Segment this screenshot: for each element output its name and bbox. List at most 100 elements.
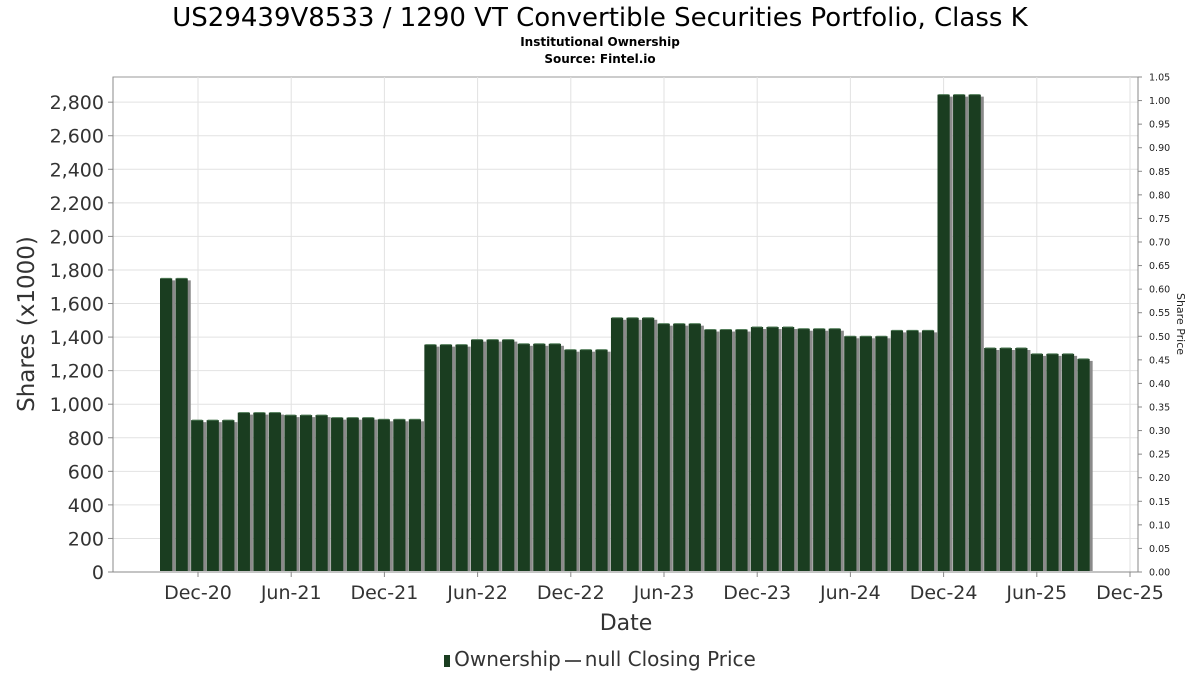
y-tick-label: 2,200 <box>50 193 104 215</box>
y2-tick-label: 0.75 <box>1149 214 1170 225</box>
ownership-bar <box>968 94 981 571</box>
y2-tick-label: 0.80 <box>1149 190 1170 201</box>
ownership-bar <box>268 412 282 571</box>
ownership-bar <box>253 412 266 571</box>
y-tick-label: 2,800 <box>50 92 104 114</box>
ownership-bar <box>875 336 888 571</box>
ownership-bar <box>999 347 1012 571</box>
y2-tick-label: 0.95 <box>1149 120 1170 131</box>
ownership-bar <box>362 417 375 571</box>
y-tick-label: 400 <box>68 495 104 517</box>
x-tick-label: Dec-21 <box>350 582 418 604</box>
y2-tick-label: 0.15 <box>1149 497 1170 508</box>
y2-tick-label: 0.20 <box>1149 473 1170 484</box>
y2-tick-label: 0.45 <box>1149 355 1170 366</box>
ownership-bar <box>750 327 764 571</box>
ownership-bar <box>782 327 795 571</box>
ownership-bar <box>579 349 593 571</box>
y2-tick-label: 0.40 <box>1149 379 1170 390</box>
ownership-bar <box>1061 353 1075 571</box>
ownership-chart: Dec-20 Jun-21 Dec-21 Jun-22 Dec-22 Jun-23 Dec-… <box>14 73 1187 637</box>
x-tick-label: Dec-24 <box>910 582 978 604</box>
y-tick-label: 1,000 <box>50 394 104 416</box>
ownership-bar <box>937 94 950 571</box>
y2-tick-label: 0.65 <box>1149 261 1170 272</box>
y2-tick-label: 0.70 <box>1149 238 1170 249</box>
ownership-bar <box>284 415 297 571</box>
x-tick-label: Dec-23 <box>723 582 791 604</box>
chart-legend: Ownership null Closing Price <box>0 647 1200 671</box>
ownership-bar <box>719 329 732 571</box>
ownership-bar <box>813 328 826 571</box>
ownership-bar <box>299 415 313 571</box>
ownership-bar <box>346 417 359 571</box>
y2-tick-label: 0.05 <box>1149 544 1170 555</box>
x-tick-label: Dec-22 <box>537 582 605 604</box>
ownership-bar <box>502 339 515 571</box>
ownership-legend-swatch <box>444 654 451 667</box>
ownership-bar <box>517 343 530 571</box>
ownership-bar <box>1077 358 1090 571</box>
ownership-bar <box>595 349 608 571</box>
x-tick-label: Dec-20 <box>164 582 232 604</box>
ownership-bar <box>1046 353 1059 571</box>
y-tick-label: 1,800 <box>50 260 104 282</box>
y2-tick-label: 0.60 <box>1149 285 1170 296</box>
ownership-bar <box>533 343 546 571</box>
y2-tick-label: 0.30 <box>1149 426 1170 437</box>
y-tick-label: 1,200 <box>50 361 104 383</box>
ownership-bar <box>921 330 935 571</box>
ownership-bar <box>548 343 561 571</box>
ownership-legend-label: Ownership <box>454 647 561 671</box>
chart-title: US29439V8533 / 1290 VT Convertible Secur… <box>172 3 1028 33</box>
ownership-bar <box>610 317 624 571</box>
x-axis-title: Date <box>600 611 653 636</box>
ownership-bar <box>688 323 701 571</box>
y2-tick-label: 0.55 <box>1149 308 1170 319</box>
ownership-bar <box>222 420 235 571</box>
y2-tick-label: 0.90 <box>1149 143 1170 154</box>
ownership-bar <box>704 329 717 571</box>
y2-tick-label: 0.25 <box>1149 450 1170 461</box>
x-tick-label: Jun-23 <box>633 582 695 604</box>
ownership-bar <box>1015 347 1028 571</box>
ownership-bar <box>175 278 188 571</box>
y-tick-label: 1,400 <box>50 327 104 349</box>
ownership-bar <box>408 419 421 571</box>
y-tick-label: 2,600 <box>50 126 104 148</box>
ownership-bar <box>160 278 173 571</box>
ownership-bar <box>735 329 748 571</box>
y2-tick-label: 0.00 <box>1149 568 1170 579</box>
ownership-bar <box>953 94 966 571</box>
y-tick-label: 0 <box>92 562 104 584</box>
y2-tick-label: 1.05 <box>1149 73 1170 84</box>
ownership-bar <box>766 327 779 571</box>
ownership-bar <box>206 420 219 571</box>
x-tick-label: Jun-25 <box>1005 582 1067 604</box>
ownership-bar <box>626 317 639 571</box>
ownership-bar <box>673 323 686 571</box>
ownership-bar <box>237 412 250 571</box>
x-tick-label: Jun-24 <box>819 582 881 604</box>
y-tick-label: 800 <box>68 428 104 450</box>
ownership-bar <box>455 344 468 571</box>
chart-source: Source: Fintel.io <box>544 52 656 66</box>
ownership-bar <box>642 317 655 571</box>
ownership-bar <box>657 323 670 571</box>
price-legend-label: null Closing Price <box>584 647 756 671</box>
ownership-bar <box>439 344 453 571</box>
ownership-bar <box>393 419 406 571</box>
ownership-bar <box>471 339 484 571</box>
ownership-bar <box>315 415 328 571</box>
y2-tick-label: 0.35 <box>1149 403 1170 414</box>
ownership-bar <box>486 339 499 571</box>
x-tick-label: Dec-25 <box>1096 582 1164 604</box>
ownership-bar <box>377 419 390 571</box>
ownership-bar <box>331 417 344 571</box>
y-tick-label: 2,000 <box>50 226 104 248</box>
y2-tick-label: 0.85 <box>1149 167 1170 178</box>
y2-axis-title: Share Price <box>1174 293 1187 355</box>
y2-tick-label: 1.00 <box>1149 96 1170 107</box>
y2-tick-label: 0.10 <box>1149 520 1170 531</box>
ownership-bar <box>844 336 857 571</box>
